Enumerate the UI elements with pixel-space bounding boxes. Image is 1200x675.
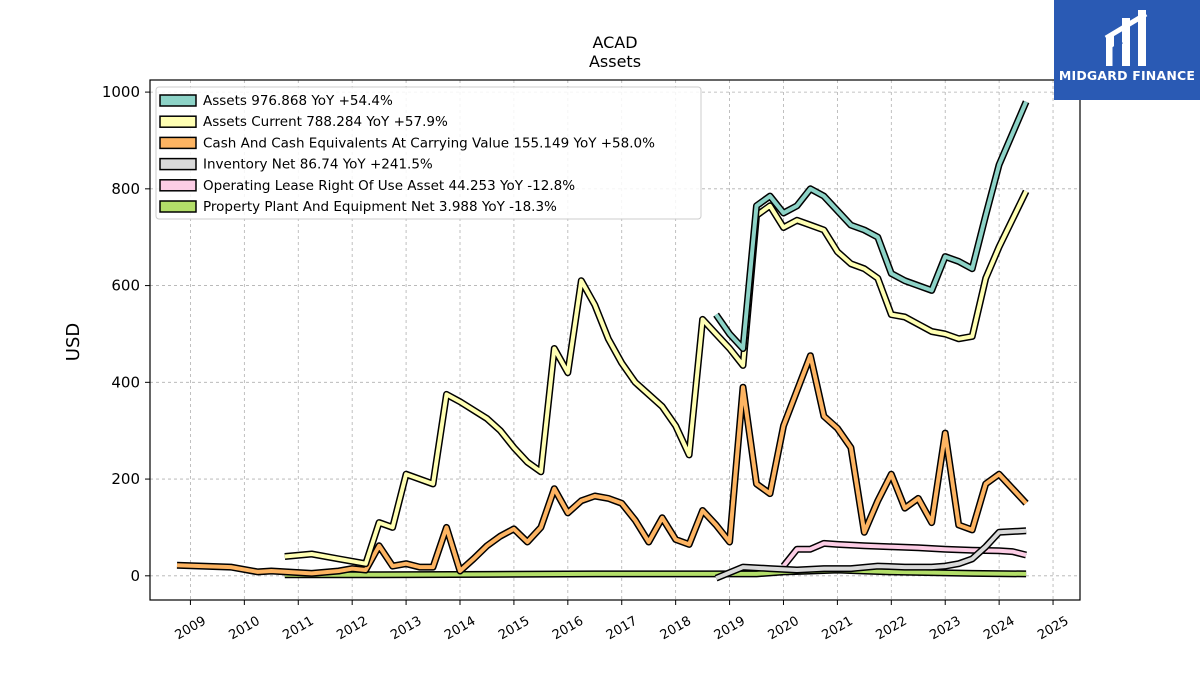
legend-swatch <box>159 94 197 107</box>
x-tick-label: 2010 <box>227 614 263 644</box>
legend-label: Assets 976.868 YoY +54.4% <box>203 93 393 109</box>
brand-mark-icon <box>1104 10 1148 66</box>
y-tick-label: 400 <box>111 373 140 391</box>
series-layer <box>176 100 1030 582</box>
legend-label: Assets Current 788.284 YoY +57.9% <box>203 114 448 130</box>
legend-swatch <box>159 179 197 192</box>
x-tick-label: 2024 <box>981 614 1017 644</box>
x-tick-label: 2013 <box>388 614 424 644</box>
y-tick-label: 0 <box>130 567 140 585</box>
y-ticks: 0 200 400 600 800 1000 <box>102 83 150 585</box>
series-line-cash-and-cash-equivalents-at-carrying-value <box>176 353 1028 576</box>
y-tick-label: 1000 <box>102 83 140 101</box>
legend-label: Property Plant And Equipment Net 3.988 Y… <box>203 199 557 215</box>
legend-label: Cash And Cash Equivalents At Carrying Va… <box>203 135 655 151</box>
y-tick-label: 600 <box>111 277 140 295</box>
legend-swatch <box>159 115 197 128</box>
x-tick-label: 2023 <box>927 614 963 644</box>
legend-swatch <box>159 157 197 171</box>
chart-title: ACAD <box>592 33 637 52</box>
x-tick-label: 2015 <box>496 614 532 644</box>
brand-logo: MIDGARD FINANCE <box>1054 0 1200 100</box>
x-tick-label: 2021 <box>820 614 856 644</box>
legend-swatch <box>159 200 197 213</box>
x-tick-label: 2022 <box>873 614 909 644</box>
x-tick-label: 2012 <box>334 614 370 644</box>
x-tick-label: 2025 <box>1035 614 1071 644</box>
series-line-operating-lease-right-of-use-asset <box>781 541 1027 568</box>
y-axis-label: USD <box>63 323 84 361</box>
x-tick-label: 2018 <box>658 614 694 644</box>
x-tick-label: 2014 <box>442 614 478 644</box>
x-tick-label: 2019 <box>712 614 748 644</box>
x-tick-label: 2011 <box>280 614 316 644</box>
chart-subtitle: Assets <box>589 52 641 71</box>
series-line-assets <box>714 101 1028 351</box>
series-outline-cash-and-cash-equivalents-at-carrying-value <box>176 352 1029 577</box>
legend: Assets 976.868 YoY +54.4% Assets Current … <box>155 86 702 220</box>
series-line-assets-current <box>284 190 1028 566</box>
legend-swatch <box>159 136 197 150</box>
y-tick-label: 200 <box>111 470 140 488</box>
x-tick-label: 2016 <box>550 614 586 644</box>
y-tick-label: 800 <box>111 180 140 198</box>
legend-label: Inventory Net 86.74 YoY +241.5% <box>203 157 433 173</box>
plot-frame <box>149 79 1081 601</box>
x-tick-label: 2009 <box>173 614 209 644</box>
x-tick-label: 2017 <box>604 614 640 644</box>
x-ticks: 2009 2010 2011 2012 2013 2014 2015 2016 2017 2018… <box>173 600 1071 644</box>
legend-box <box>155 86 702 220</box>
brand-name: MIDGARD FINANCE <box>1058 68 1196 83</box>
x-tick-label: 2020 <box>766 614 802 644</box>
legend-label: Operating Lease Right Of Use Asset 44.25… <box>203 178 575 194</box>
series-line-inventory-net <box>715 528 1027 581</box>
